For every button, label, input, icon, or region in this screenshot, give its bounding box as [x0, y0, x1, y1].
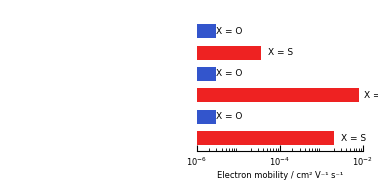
Text: X = O: X = O: [216, 112, 243, 121]
Text: X = S: X = S: [341, 134, 366, 143]
Bar: [197, 46, 261, 60]
Bar: [197, 88, 359, 102]
Bar: [197, 110, 216, 124]
Text: X = O: X = O: [216, 69, 243, 78]
X-axis label: Electron mobility / cm² V⁻¹ s⁻¹: Electron mobility / cm² V⁻¹ s⁻¹: [217, 171, 343, 180]
Text: X = S: X = S: [268, 48, 293, 57]
Bar: [197, 24, 216, 38]
Text: X = S: X = S: [364, 91, 378, 100]
Bar: [197, 131, 334, 145]
Bar: [197, 67, 216, 81]
Text: X = O: X = O: [216, 27, 243, 36]
